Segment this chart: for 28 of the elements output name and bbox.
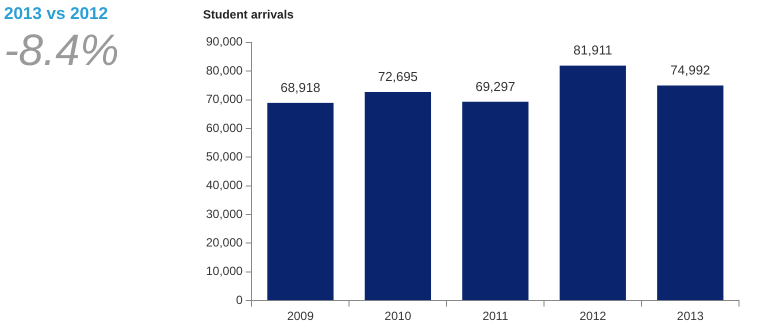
bar bbox=[462, 102, 528, 300]
data-label: 69,297 bbox=[475, 78, 516, 94]
y-tick-label: 40,000 bbox=[206, 178, 244, 192]
data-label: 74,992 bbox=[670, 62, 710, 78]
chart-title: Student arrivals bbox=[203, 8, 294, 22]
x-tick-label: 2013 bbox=[676, 309, 704, 324]
y-tick-label: 60,000 bbox=[206, 120, 244, 135]
x-tick-label: 2011 bbox=[482, 309, 509, 324]
y-tick-label: 90,000 bbox=[206, 34, 244, 49]
data-label: 81,911 bbox=[573, 42, 612, 58]
data-label: 72,695 bbox=[378, 69, 418, 84]
x-tick-label: 2009 bbox=[287, 309, 314, 324]
y-tick-label: 70,000 bbox=[206, 92, 244, 106]
bar bbox=[364, 92, 432, 300]
bar bbox=[657, 85, 724, 300]
y-tick-label: 50,000 bbox=[206, 149, 244, 164]
text: 2013 vs 2012 bbox=[4, 4, 108, 24]
y-tick-label: 30,000 bbox=[206, 206, 244, 221]
data-label: 68,918 bbox=[280, 80, 320, 95]
text: -8.4% bbox=[4, 26, 119, 76]
bar bbox=[267, 102, 334, 300]
y-tick-label: 20,000 bbox=[206, 236, 244, 250]
bar bbox=[560, 66, 626, 300]
x-tick-label: 2012 bbox=[579, 309, 606, 324]
y-tick-label: 10,000 bbox=[206, 264, 244, 278]
y-tick-label: 80,000 bbox=[206, 63, 244, 78]
y-tick-label: 0 bbox=[236, 292, 244, 307]
x-tick-label: 2010 bbox=[384, 309, 412, 324]
